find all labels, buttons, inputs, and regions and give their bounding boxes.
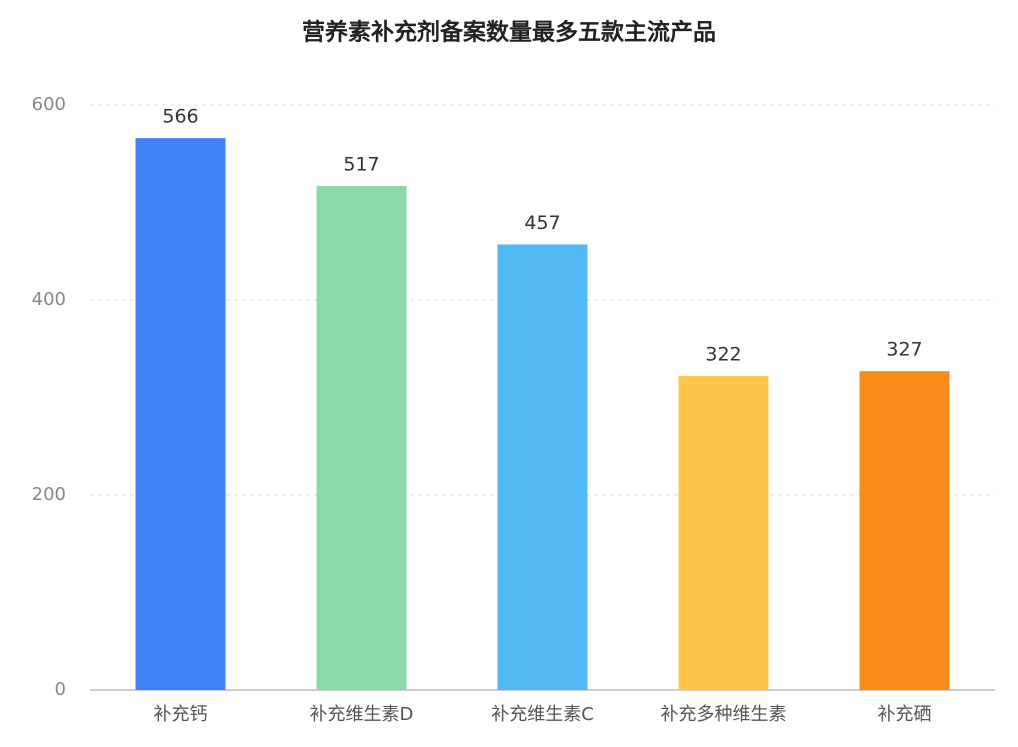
- x-tick-label: 补充多种维生素: [661, 704, 787, 725]
- x-tick-label: 补充维生素C: [491, 704, 594, 725]
- value-label: 457: [524, 212, 560, 234]
- value-label: 327: [886, 339, 922, 361]
- bar: [316, 185, 407, 691]
- y-tick-label: 200: [32, 484, 66, 505]
- y-tick-label: 600: [32, 94, 66, 115]
- chart-title: 营养素补充剂备案数量最多五款主流产品: [302, 19, 716, 46]
- bar: [497, 244, 588, 691]
- value-label: 322: [705, 344, 741, 366]
- value-label: 517: [343, 153, 379, 175]
- y-tick-label: 400: [32, 289, 66, 310]
- bar: [859, 371, 950, 690]
- bar: [135, 138, 226, 690]
- value-label: 566: [162, 106, 198, 128]
- x-tick-label: 补充钙: [154, 704, 208, 725]
- bar: [678, 376, 769, 690]
- x-tick-label: 补充维生素D: [310, 704, 414, 725]
- x-tick-label: 补充硒: [878, 704, 932, 725]
- y-tick-label: 0: [55, 679, 66, 700]
